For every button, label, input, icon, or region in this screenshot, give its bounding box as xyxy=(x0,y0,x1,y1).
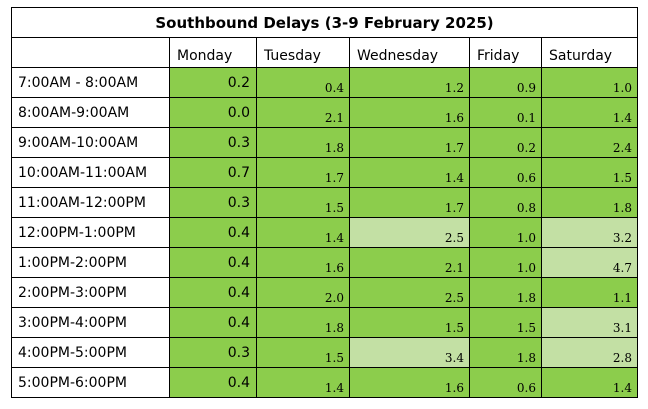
table-row: 10:00AM-11:00AM 0.7 1.7 1.4 0.6 1.5 xyxy=(11,157,638,188)
delay-value-cell: 1.5 xyxy=(469,307,542,338)
delay-value-cell: 2.5 xyxy=(349,277,470,308)
delay-value-cell: 0.7 xyxy=(169,157,257,188)
column-header-monday: Monday xyxy=(169,37,257,68)
row-time-label: 3:00PM-4:00PM xyxy=(11,307,170,338)
delay-value-cell: 0.4 xyxy=(169,307,257,338)
delay-value-cell: 1.7 xyxy=(349,187,470,218)
delay-value-cell: 1.8 xyxy=(469,277,542,308)
row-time-label: 11:00AM-12:00PM xyxy=(11,187,170,218)
delay-value-cell: 0.3 xyxy=(169,337,257,368)
column-header-tuesday: Tuesday xyxy=(256,37,350,68)
delay-value-cell: 1.8 xyxy=(256,127,350,158)
delay-value-cell: 0.2 xyxy=(169,67,257,98)
column-header-friday: Friday xyxy=(469,37,542,68)
delay-value-cell: 0.4 xyxy=(256,67,350,98)
delay-value-cell: 1.4 xyxy=(541,367,638,398)
table-row: 8:00AM-9:00AM 0.0 2.1 1.6 0.1 1.4 xyxy=(11,97,638,128)
delay-value-cell: 0.4 xyxy=(169,247,257,278)
delay-value-cell: 0.6 xyxy=(469,367,542,398)
table-row: 11:00AM-12:00PM 0.3 1.5 1.7 0.8 1.8 xyxy=(11,187,638,218)
delay-value-cell: 2.1 xyxy=(256,97,350,128)
table-row: 12:00PM-1:00PM 0.4 1.4 2.5 1.0 3.2 xyxy=(11,217,638,248)
delay-value-cell: 1.5 xyxy=(256,337,350,368)
delay-value-cell: 1.5 xyxy=(541,157,638,188)
delay-value-cell: 0.4 xyxy=(169,217,257,248)
delay-value-cell: 2.4 xyxy=(541,127,638,158)
table-body: 7:00AM - 8:00AM 0.2 0.4 1.2 0.9 1.0 8:00AM-9:0… xyxy=(11,67,638,398)
delay-value-cell: 1.5 xyxy=(349,307,470,338)
table-row: 7:00AM - 8:00AM 0.2 0.4 1.2 0.9 1.0 xyxy=(11,67,638,98)
delay-value-cell: 2.8 xyxy=(541,337,638,368)
delay-value-cell: 0.6 xyxy=(469,157,542,188)
delay-value-cell: 1.1 xyxy=(541,277,638,308)
delay-value-cell: 1.6 xyxy=(256,247,350,278)
delay-value-cell: 3.2 xyxy=(541,217,638,248)
delay-value-cell: 0.2 xyxy=(469,127,542,158)
delay-value-cell: 1.7 xyxy=(349,127,470,158)
row-time-label: 5:00PM-6:00PM xyxy=(11,367,170,398)
delay-value-cell: 1.4 xyxy=(541,97,638,128)
delay-value-cell: 2.0 xyxy=(256,277,350,308)
delay-value-cell: 1.6 xyxy=(349,97,470,128)
delay-value-cell: 0.3 xyxy=(169,127,257,158)
row-time-label: 10:00AM-11:00AM xyxy=(11,157,170,188)
delays-table-container: Southbound Delays (3-9 February 2025) Mo… xyxy=(11,7,638,398)
delay-value-cell: 4.7 xyxy=(541,247,638,278)
delay-value-cell: 1.0 xyxy=(469,217,542,248)
delay-value-cell: 0.9 xyxy=(469,67,542,98)
delay-value-cell: 2.5 xyxy=(349,217,470,248)
delay-value-cell: 1.0 xyxy=(541,67,638,98)
delay-value-cell: 0.8 xyxy=(469,187,542,218)
table-title: Southbound Delays (3-9 February 2025) xyxy=(11,7,638,38)
delay-value-cell: 1.8 xyxy=(256,307,350,338)
row-time-label: 7:00AM - 8:00AM xyxy=(11,67,170,98)
row-time-label: 12:00PM-1:00PM xyxy=(11,217,170,248)
delay-value-cell: 1.4 xyxy=(349,157,470,188)
row-time-label: 2:00PM-3:00PM xyxy=(11,277,170,308)
delay-value-cell: 1.5 xyxy=(256,187,350,218)
delay-value-cell: 1.8 xyxy=(541,187,638,218)
delay-value-cell: 1.6 xyxy=(349,367,470,398)
row-time-label: 8:00AM-9:00AM xyxy=(11,97,170,128)
delay-value-cell: 0.3 xyxy=(169,187,257,218)
corner-header-cell xyxy=(11,37,170,68)
table-row: 9:00AM-10:00AM 0.3 1.8 1.7 0.2 2.4 xyxy=(11,127,638,158)
row-time-label: 9:00AM-10:00AM xyxy=(11,127,170,158)
table-row: 4:00PM-5:00PM 0.3 1.5 3.4 1.8 2.8 xyxy=(11,337,638,368)
column-header-wednesday: Wednesday xyxy=(349,37,470,68)
row-time-label: 4:00PM-5:00PM xyxy=(11,337,170,368)
delay-value-cell: 0.4 xyxy=(169,277,257,308)
delay-value-cell: 1.0 xyxy=(469,247,542,278)
table-row: 3:00PM-4:00PM 0.4 1.8 1.5 1.5 3.1 xyxy=(11,307,638,338)
delay-value-cell: 1.8 xyxy=(469,337,542,368)
column-header-saturday: Saturday xyxy=(541,37,638,68)
delay-value-cell: 1.7 xyxy=(256,157,350,188)
table-row: 5:00PM-6:00PM 0.4 1.4 1.6 0.6 1.4 xyxy=(11,367,638,398)
delay-value-cell: 1.4 xyxy=(256,217,350,248)
header-row: Monday Tuesday Wednesday Friday Saturday xyxy=(11,37,638,68)
delay-value-cell: 0.4 xyxy=(169,367,257,398)
delay-value-cell: 2.1 xyxy=(349,247,470,278)
delay-value-cell: 1.2 xyxy=(349,67,470,98)
delay-value-cell: 1.4 xyxy=(256,367,350,398)
delays-table: Southbound Delays (3-9 February 2025) Mo… xyxy=(11,7,638,398)
delay-value-cell: 0.0 xyxy=(169,97,257,128)
delay-value-cell: 0.1 xyxy=(469,97,542,128)
table-row: 2:00PM-3:00PM 0.4 2.0 2.5 1.8 1.1 xyxy=(11,277,638,308)
row-time-label: 1:00PM-2:00PM xyxy=(11,247,170,278)
delay-value-cell: 3.1 xyxy=(541,307,638,338)
delay-value-cell: 3.4 xyxy=(349,337,470,368)
table-row: 1:00PM-2:00PM 0.4 1.6 2.1 1.0 4.7 xyxy=(11,247,638,278)
